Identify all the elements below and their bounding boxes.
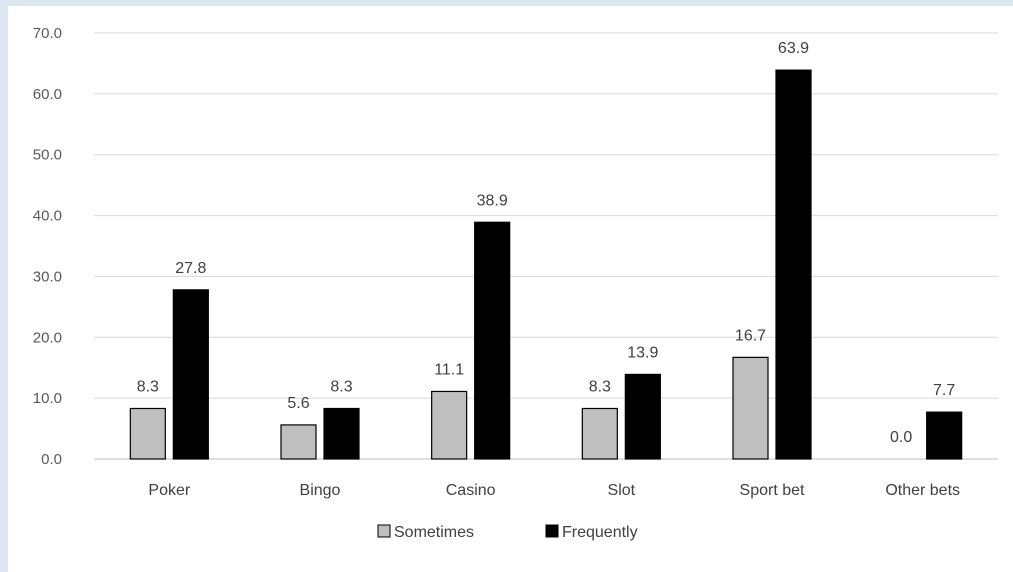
legend: Sometimes Frequently <box>377 524 638 541</box>
legend-swatch-frequently <box>545 524 559 538</box>
category-label: Casino <box>446 482 496 499</box>
category-label: Bingo <box>300 482 341 499</box>
bars <box>129 69 963 460</box>
data-label: 13.9 <box>627 344 658 361</box>
category-label: Other bets <box>885 482 960 499</box>
bar-sometimes-3 <box>581 407 618 460</box>
legend-label-sometimes: Sometimes <box>394 524 474 541</box>
y-tick-label: 0.0 <box>41 451 62 468</box>
data-label: 11.1 <box>434 361 464 378</box>
chart-frame: 0.0 10.0 20.0 30.0 40.0 50.0 60.0 70.0 8.3 27.8 5… <box>8 6 1013 572</box>
bar-frequently-0 <box>172 289 209 460</box>
category-label: Poker <box>148 482 190 499</box>
legend-label-frequently: Frequently <box>562 524 638 541</box>
bar-frequently-1 <box>323 407 360 460</box>
x-axis-categories: Poker Bingo Casino Slot Sport bet Other bets <box>148 482 960 499</box>
category-label: Sport bet <box>740 482 805 499</box>
data-label: 16.7 <box>735 327 766 344</box>
y-tick-label: 50.0 <box>33 147 62 164</box>
gridlines <box>94 32 998 460</box>
bar-frequently-4 <box>775 69 812 460</box>
data-label: 27.8 <box>175 260 206 277</box>
data-label: 0.0 <box>890 429 912 446</box>
data-label: 8.3 <box>589 378 611 395</box>
y-tick-label: 60.0 <box>33 86 62 103</box>
data-labels: 8.3 27.8 5.6 8.3 11.1 38.9 8.3 13.9 16.7 63.9 0.0 7… <box>137 40 956 446</box>
y-tick-label: 30.0 <box>33 268 62 285</box>
category-label: Slot <box>608 482 636 499</box>
bar-frequently-5 <box>926 411 963 460</box>
y-axis-ticks: 0.0 10.0 20.0 30.0 40.0 50.0 60.0 70.0 <box>33 25 62 468</box>
bar-sometimes-1 <box>280 424 317 460</box>
bar-sometimes-4 <box>732 356 769 460</box>
y-tick-label: 40.0 <box>33 208 62 225</box>
y-tick-label: 70.0 <box>33 25 62 42</box>
legend-swatch-sometimes <box>377 524 391 538</box>
bar-sometimes-2 <box>431 390 468 460</box>
bar-frequently-2 <box>474 221 511 460</box>
data-label: 8.3 <box>137 378 159 395</box>
bar-frequently-3 <box>624 373 661 460</box>
y-tick-label: 20.0 <box>33 329 62 346</box>
data-label: 8.3 <box>330 378 352 395</box>
bar-chart: 0.0 10.0 20.0 30.0 40.0 50.0 60.0 70.0 8.3 27.8 5… <box>33 25 998 541</box>
data-label: 7.7 <box>933 382 955 399</box>
data-label: 63.9 <box>778 40 809 57</box>
data-label: 38.9 <box>477 192 508 209</box>
bar-sometimes-0 <box>129 407 166 460</box>
y-tick-label: 10.0 <box>33 390 62 407</box>
data-label: 5.6 <box>287 395 309 412</box>
